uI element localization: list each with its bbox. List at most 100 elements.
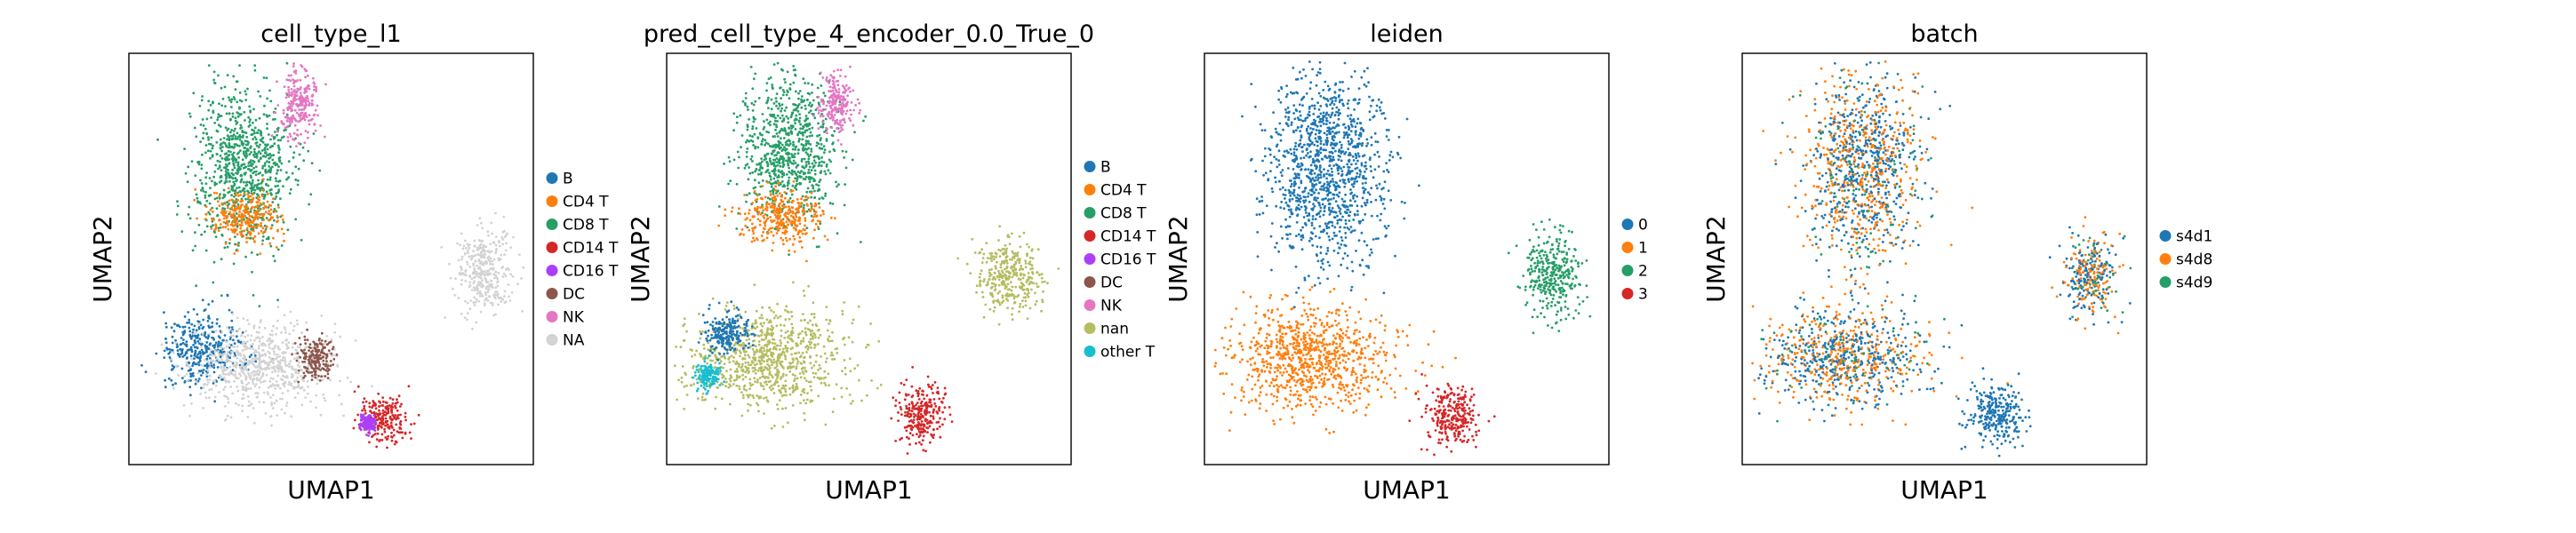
point-cd8-t: [216, 118, 220, 122]
point-cd14-t: [379, 401, 382, 404]
point-cd8-t: [223, 194, 227, 197]
point-cd8-t: [195, 135, 198, 139]
point-cd8-t: [289, 145, 292, 148]
point-na: [246, 416, 250, 418]
point-cd14-t: [378, 409, 380, 412]
point-cd4-t: [783, 213, 787, 217]
point-cd8-t: [788, 156, 791, 160]
point-cd8-t: [213, 170, 217, 173]
point-na: [261, 342, 265, 345]
point-na: [269, 385, 273, 388]
point-cd8-t: [191, 249, 195, 252]
point-na: [316, 382, 319, 386]
point-dc: [321, 348, 324, 352]
point-na: [307, 392, 309, 395]
point-na: [282, 370, 285, 373]
point-na: [230, 334, 233, 338]
point-cd16-t: [360, 419, 363, 422]
point-nk: [844, 121, 846, 124]
point-cd4-t: [793, 250, 796, 253]
point-cd4-t: [717, 224, 721, 227]
point-cd4-t: [750, 240, 754, 243]
point-cd8-t: [259, 130, 262, 133]
point-na: [504, 249, 508, 252]
point-na: [232, 363, 235, 367]
point-cd8-t: [764, 155, 766, 158]
point-cd8-t: [209, 156, 212, 160]
point-na: [494, 313, 497, 316]
point-dc: [304, 357, 307, 361]
point-cd14-t: [383, 430, 387, 434]
point-cd8-t: [207, 211, 211, 214]
point-cd14-t: [391, 402, 395, 405]
point-cd8-t: [217, 115, 220, 119]
point-nan: [796, 336, 800, 339]
point-cd8-t: [204, 230, 206, 234]
point-cd4-t: [763, 217, 766, 219]
point-cd8-t: [213, 81, 216, 84]
point-cd8-t: [226, 138, 228, 141]
point-cd8-t: [268, 161, 271, 164]
point-na: [256, 392, 260, 395]
point-cd4-t: [785, 220, 788, 224]
point-nan: [780, 341, 782, 345]
point-na: [371, 385, 373, 388]
point-cd8-t: [777, 107, 780, 110]
point-b: [228, 338, 232, 341]
point-cd8-t: [774, 119, 777, 123]
point-na: [481, 294, 484, 298]
point-na: [185, 372, 188, 376]
point-dc: [302, 376, 305, 379]
point-nk: [294, 69, 298, 72]
point-na: [284, 331, 287, 334]
point-cd4-t: [231, 225, 235, 227]
point-dc: [327, 341, 331, 345]
point-na: [209, 366, 212, 369]
scatter-points: [673, 61, 1060, 455]
point-nk: [295, 91, 298, 94]
point-nk: [324, 83, 327, 86]
point-na: [468, 281, 472, 284]
point-cd4-t: [801, 209, 804, 212]
point-cd8-t: [752, 144, 755, 147]
point-dc: [317, 361, 321, 364]
point-nk: [852, 123, 855, 127]
point-cd8-t: [772, 193, 775, 195]
point-b: [230, 319, 234, 322]
point-na: [264, 344, 267, 347]
point-cd8-t: [244, 119, 246, 122]
point-cd8-t: [228, 96, 230, 99]
point-cd14-t: [368, 441, 371, 444]
point-cd8-t: [816, 86, 820, 90]
point-dc: [319, 369, 322, 371]
point-cd8-t: [272, 254, 275, 258]
point-cd8-t: [780, 109, 782, 113]
point-cd8-t: [215, 153, 219, 155]
point-b: [212, 382, 215, 385]
point-na: [474, 253, 477, 257]
point-cd8-t: [210, 143, 212, 146]
point-b: [205, 366, 209, 370]
point-b: [208, 317, 211, 320]
point-na: [271, 333, 274, 337]
point-na: [246, 319, 249, 322]
point-na: [271, 347, 274, 351]
x-axis-label: UMAP1: [287, 475, 375, 505]
point-na: [267, 350, 270, 354]
point-nk: [854, 104, 857, 107]
point-nk: [291, 104, 293, 107]
point-nk: [821, 109, 824, 112]
point-dc: [308, 355, 311, 358]
point-cd14-t: [354, 418, 356, 422]
point-na: [226, 351, 229, 354]
point-cd8-t: [297, 167, 300, 171]
point-cd4-t: [193, 198, 196, 202]
point-na: [476, 264, 478, 267]
point-nk: [292, 84, 296, 88]
point-nan: [749, 403, 752, 407]
point-cd8-t: [791, 124, 795, 128]
point-cd8-t: [261, 136, 265, 139]
point-na: [240, 379, 244, 383]
point-na: [256, 378, 260, 382]
point-cd8-t: [183, 147, 187, 151]
